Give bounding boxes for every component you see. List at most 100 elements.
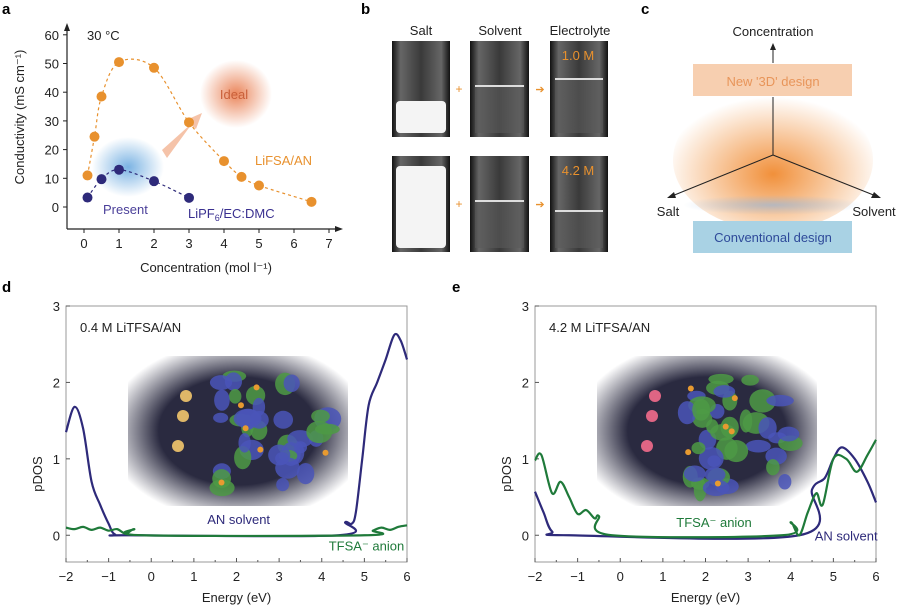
x-tick-label: 3 (185, 236, 192, 251)
x-tick-label: 5 (830, 569, 837, 584)
molecule-blob (707, 455, 721, 467)
temperature-annotation: 30 °C (87, 28, 120, 43)
glowing-atom (649, 390, 661, 402)
x-tick-label: 6 (403, 569, 410, 584)
molecule-blob (778, 474, 792, 490)
molecule-blob (273, 410, 294, 429)
arrowhead-icon (667, 192, 676, 198)
arrowhead-icon (871, 192, 881, 198)
x-tick-label: 4 (318, 569, 325, 584)
x-tick-label: 6 (872, 569, 879, 584)
header-salt: Salt (410, 23, 433, 38)
tfsa-anion-curve (534, 439, 877, 539)
liquid (555, 211, 603, 248)
molecule-blob (214, 389, 230, 411)
data-point-lifsa (236, 171, 247, 182)
lithium-ion (685, 449, 692, 456)
glowing-atom (641, 440, 653, 452)
molecule-blob (766, 394, 794, 407)
data-point-lipf6 (96, 174, 107, 185)
salt-powder (396, 101, 446, 133)
molecule-blob (693, 477, 707, 502)
conventional-design-label: Conventional design (714, 230, 832, 245)
molecule-blob (209, 479, 235, 497)
new-3d-design-box (693, 64, 852, 96)
molecule-blob (766, 459, 780, 476)
legend-tfsa-anion: TFSA⁻ anion (676, 515, 752, 530)
x-axis-label: Concentration (mol l⁻¹) (140, 260, 272, 275)
panel-b-photos: Salt Solvent Electrolyte + + ➔ ➔ 1.0 M 4… (392, 23, 610, 252)
molecule-blob (209, 375, 233, 391)
liquid (555, 79, 603, 133)
y-axis-label: pDOS (499, 456, 514, 492)
lithium-ion (242, 425, 249, 432)
arrow-right-icon: ➔ (535, 199, 544, 211)
sample-annotation: 4.2 M LiTFSA/AN (549, 320, 650, 335)
molecule-blob (236, 408, 261, 428)
molecule-blob (228, 389, 242, 404)
x-tick-label: 6 (290, 236, 297, 251)
x-tick-label: 7 (325, 236, 332, 251)
legend-lipf6-ec-dmc: LiPF6/EC:DMC (188, 206, 275, 223)
glowing-atom (180, 390, 192, 402)
legend-lifsa-an: LiFSA/AN (255, 153, 312, 168)
molecule-blob (713, 385, 736, 398)
data-point-lifsa (89, 131, 100, 142)
conventional-design-box (693, 221, 852, 253)
y-tick-label: 10 (45, 171, 59, 186)
data-point-lipf6 (114, 164, 124, 175)
data-point-lifsa (82, 170, 93, 181)
lithium-ion (722, 423, 729, 430)
molecule-blob (758, 417, 777, 439)
panel-c-design-diagram: New '3D' design Conventional design Conc… (657, 24, 896, 253)
header-solvent: Solvent (478, 23, 522, 38)
x-tick-label: 0 (148, 569, 155, 584)
y-tick-label: 3 (53, 299, 60, 314)
lithium-ion (218, 479, 225, 486)
arrowhead-icon (770, 43, 776, 50)
y-axis-label: Conductivity (mS cm⁻¹) (12, 50, 27, 185)
y-tick-label: 2 (53, 375, 60, 390)
x-tick-label: 2 (702, 569, 709, 584)
molecule-blob (677, 401, 697, 425)
panel-d-pdos-chart: −2 −1 0 1 2 3 4 5 6 0 1 2 3 0.4 M LiTFSA/AN Energy (eV… (30, 299, 411, 605)
x-tick-label: 5 (361, 569, 368, 584)
arrow-right-icon: ➔ (535, 84, 544, 96)
x-tick-label: −2 (528, 569, 543, 584)
3d-design-glow (673, 90, 873, 230)
molecule-blob (749, 389, 776, 413)
panel-letter-c: c (641, 1, 649, 18)
panel-a-conductivity-chart: 0 1 2 3 4 5 6 7 0 10 20 30 40 50 60 30 °C Ideal Presen… (12, 23, 343, 275)
y-tick-label: 1 (53, 452, 60, 467)
header-electrolyte: Electrolyte (550, 23, 611, 38)
an-solvent-curve (64, 332, 409, 538)
x-axis-label: Energy (eV) (202, 590, 271, 605)
glowing-atom (172, 440, 184, 452)
x-tick-label: 0 (617, 569, 624, 584)
y-tick-label: 50 (45, 57, 59, 72)
molecule-blob (213, 412, 229, 423)
y-axis-label: pDOS (30, 456, 45, 492)
molecule-blob (238, 433, 251, 453)
x-tick-label: 5 (255, 236, 262, 251)
y-tick-label: 20 (45, 143, 59, 158)
molecule-blob (234, 446, 252, 470)
x-axis-label: Energy (eV) (671, 590, 740, 605)
molecule-blob (311, 409, 330, 423)
molecule-blob (708, 373, 734, 385)
y-tick-label: 0 (522, 528, 529, 543)
molecule-blob (724, 440, 749, 463)
x-tick-label: 0 (80, 236, 87, 251)
tfsa-anion-curve (65, 524, 408, 538)
plus-sign: + (455, 197, 462, 211)
legend-an-solvent: AN solvent (207, 512, 270, 527)
panel-e-pdos-chart: −2 −1 0 1 2 3 4 5 6 0 1 2 3 4.2 M LiTFSA/AN Energy (eV… (499, 299, 880, 605)
lithium-ion (322, 449, 329, 456)
molecule-blob (692, 398, 711, 421)
x-tick-label: 3 (745, 569, 752, 584)
y-tick-label: 2 (522, 375, 529, 390)
molecule-blob (683, 465, 706, 482)
present-glow (92, 137, 164, 197)
sample-annotation: 0.4 M LiTFSA/AN (80, 320, 181, 335)
